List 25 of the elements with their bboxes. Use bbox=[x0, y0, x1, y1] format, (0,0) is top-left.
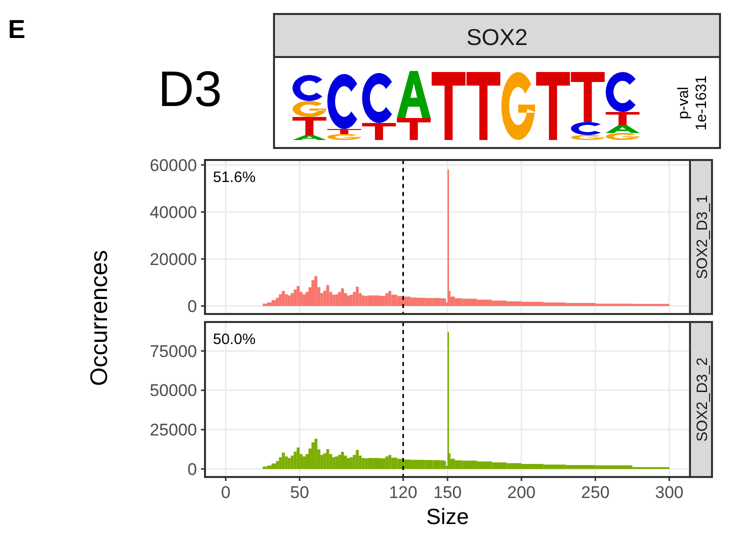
x-axis-title: Size bbox=[426, 504, 469, 529]
y-tick-label: 25000 bbox=[150, 420, 197, 440]
y-tick-label: 0 bbox=[188, 296, 197, 316]
y-tick-label: 60000 bbox=[150, 156, 197, 175]
y-axis-title: Occurrences bbox=[86, 250, 113, 386]
text: p-val 1e-1631 bbox=[675, 75, 710, 131]
x-tick-label: 200 bbox=[507, 483, 536, 502]
y-tick-label: 40000 bbox=[150, 202, 197, 222]
y-tick-label: 50000 bbox=[150, 381, 197, 400]
y-tick-label: 0 bbox=[188, 460, 197, 479]
x-tick-label: 0 bbox=[220, 483, 230, 502]
x-tick-label: 300 bbox=[655, 483, 684, 502]
x-tick-label: 120 bbox=[388, 483, 418, 502]
text: SOX2_D3_2 bbox=[694, 357, 711, 442]
x-tick-label: 50 bbox=[290, 483, 310, 502]
x-tick-label: 150 bbox=[433, 483, 462, 502]
x-tick-label: 250 bbox=[581, 483, 610, 502]
text: E bbox=[8, 14, 26, 44]
y-tick-label: 20000 bbox=[150, 250, 197, 269]
annotation: 50.0% bbox=[213, 331, 256, 348]
text: SOX2 bbox=[466, 24, 528, 50]
annotation: 51.6% bbox=[213, 169, 256, 186]
text: SOX2_D3_1 bbox=[694, 194, 711, 280]
text: D3 bbox=[158, 61, 222, 117]
y-tick-label: 75000 bbox=[150, 342, 197, 361]
